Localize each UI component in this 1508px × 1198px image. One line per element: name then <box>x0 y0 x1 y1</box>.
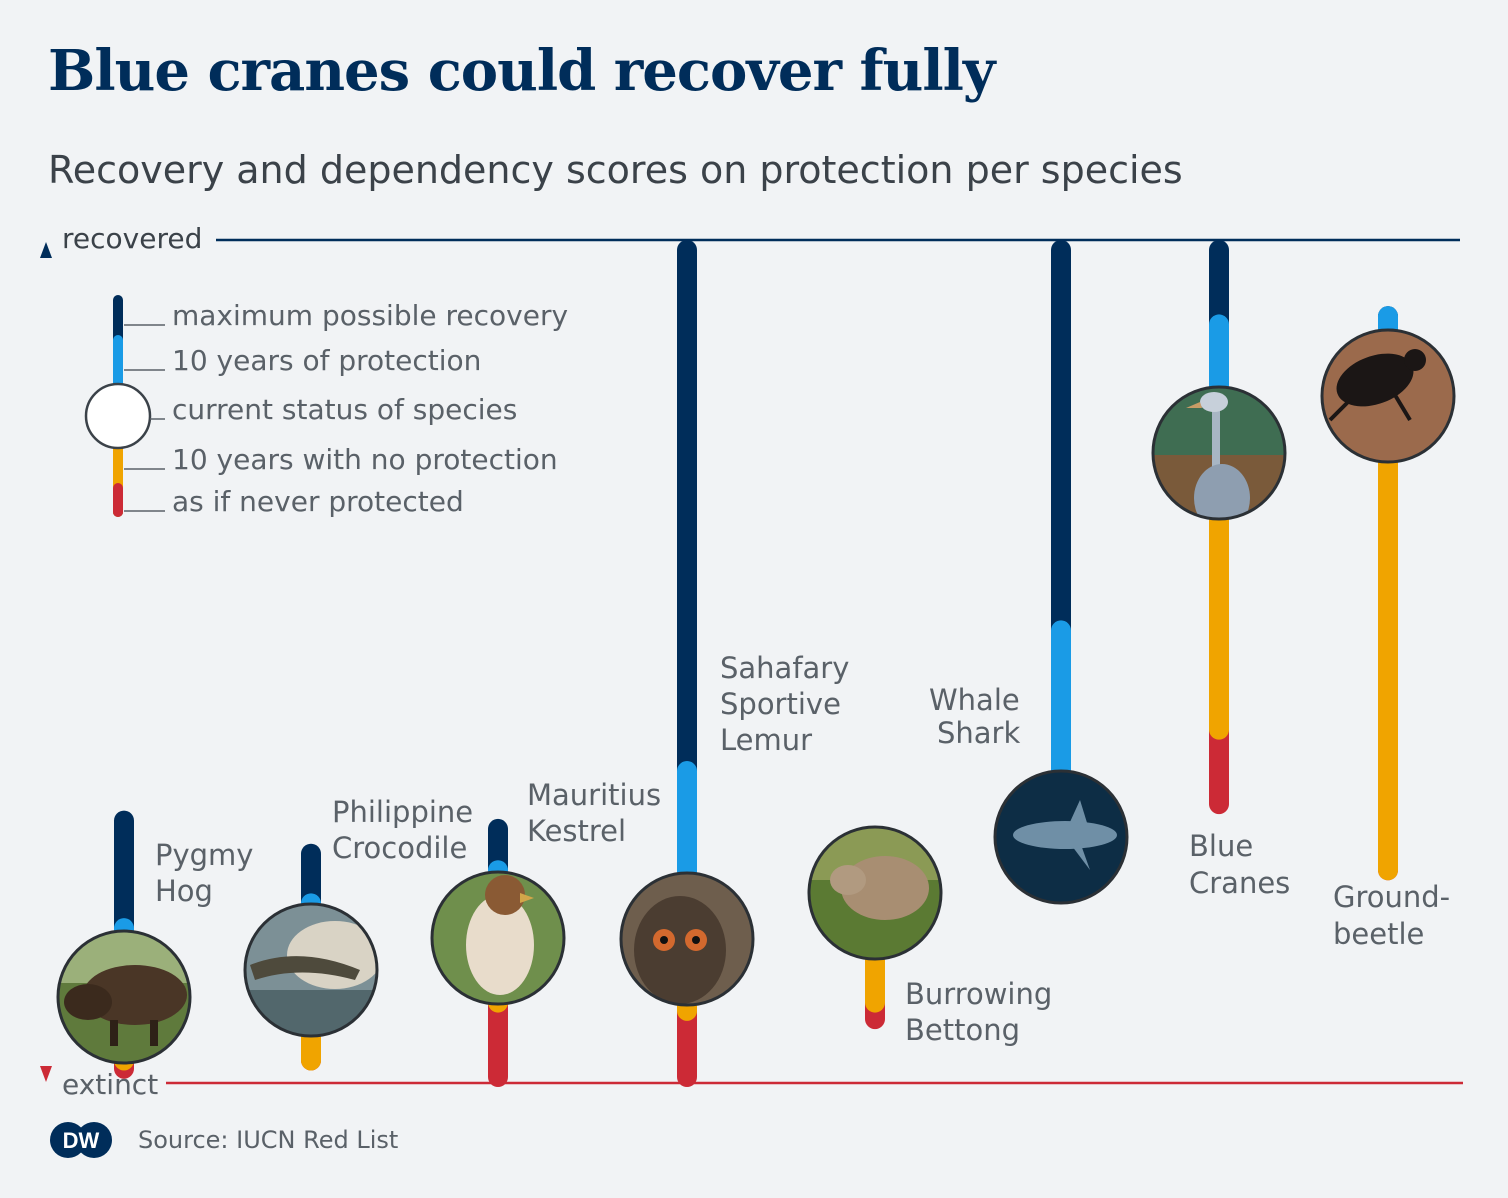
dw-logo-text: DW <box>63 1128 100 1153</box>
legend-no-protection-label: 10 years with no protection <box>172 443 558 476</box>
species-label-blue-cranes: Blue Cranes <box>1189 829 1290 900</box>
blue-cranes-photo <box>1151 385 1287 521</box>
axis-arrow-down-icon <box>40 1066 52 1082</box>
legend: maximum possible recovery 10 years of pr… <box>84 295 568 518</box>
legend-protection-label: 10 years of protection <box>172 344 481 377</box>
species-label-ground-beetle: Ground- beetle <box>1333 880 1459 951</box>
sahafary-sportive-lemur-photo <box>619 871 755 1007</box>
species-label-sahafary-sportive-lemur: Sahafary Sportive Lemur <box>720 651 859 757</box>
legend-current-status-circle <box>84 382 152 450</box>
axis-label-recovered: recovered <box>62 222 202 255</box>
legend-never-label: as if never protected <box>172 485 464 518</box>
source-text: Source: IUCN Red List <box>138 1126 399 1154</box>
chart-title: Blue cranes could recover fully <box>48 38 995 104</box>
whale-shark-photo <box>993 769 1129 905</box>
species-label-whale-shark: Whale Shark <box>929 683 1029 750</box>
legend-max-label: maximum possible recovery <box>172 299 568 332</box>
species-label-philippine-crocodile: Philippine Crocodile <box>332 795 482 865</box>
axis-label-extinct: extinct <box>62 1068 158 1101</box>
pygmy-hog-photo <box>56 929 192 1065</box>
species-label-pygmy-hog: Pygmy Hog <box>155 838 263 908</box>
y-axis <box>40 242 52 1082</box>
legend-current-label: current status of species <box>172 393 517 426</box>
philippine-crocodile-photo <box>243 902 379 1038</box>
mauritius-kestrel-photo <box>430 870 566 1006</box>
burrowing-bettong-photo <box>807 825 943 961</box>
axis-arrow-up-icon <box>40 242 52 258</box>
ground-beetle-photo <box>1320 328 1456 464</box>
species-label-mauritius-kestrel: Mauritius Kestrel <box>527 778 670 848</box>
species-label-burrowing-bettong: Burrowing Bettong <box>905 977 1062 1047</box>
dw-logo: DW <box>50 1122 112 1158</box>
footer: DW Source: IUCN Red List <box>48 1120 398 1160</box>
chart-subtitle: Recovery and dependency scores on protec… <box>48 148 1183 192</box>
